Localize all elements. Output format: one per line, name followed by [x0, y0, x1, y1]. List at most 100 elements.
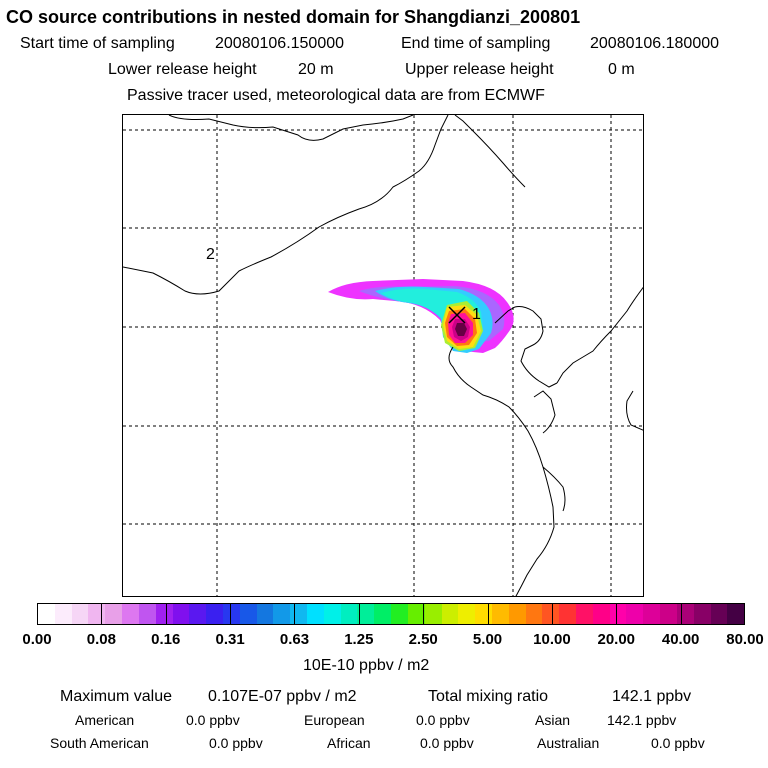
region-asian-label: Asian	[535, 712, 571, 728]
colorbar-tick-label: 5.00	[472, 631, 503, 648]
colorbar-cell	[475, 604, 492, 624]
colorbar-separator	[358, 603, 360, 625]
region-european-label: European	[304, 712, 365, 728]
map-canvas: 1 2	[123, 115, 643, 596]
colorbar-separator	[680, 603, 682, 625]
plume-layer-core	[455, 323, 467, 336]
colorbar-cell	[172, 604, 190, 624]
coastline-6	[556, 286, 643, 384]
colorbar-cell	[138, 604, 156, 624]
colorbar-cell	[374, 604, 392, 624]
colorbar-cell	[88, 604, 106, 624]
colorbar-cell	[71, 604, 89, 624]
coastline-5	[494, 306, 558, 388]
colorbar-cell	[54, 604, 72, 624]
maximum-value: 0.107E-07 ppbv / m2	[208, 688, 357, 705]
colorbar-cell	[710, 604, 728, 624]
colorbar-cell	[424, 604, 442, 624]
colorbar-cell	[105, 604, 123, 624]
colorbar-separator	[487, 603, 489, 625]
colorbar-cell	[508, 604, 526, 624]
colorbar-tick-label: 0.63	[279, 631, 310, 648]
colorbar	[37, 603, 745, 625]
colorbar-cell	[491, 604, 509, 624]
colorbar-cell	[222, 604, 240, 624]
colorbar-separator	[294, 603, 296, 625]
region-american-value: 0.0 ppbv	[186, 712, 240, 728]
colorbar-separator	[101, 603, 103, 625]
region-european-value: 0.0 ppbv	[416, 712, 470, 728]
colorbar-cell	[458, 604, 476, 624]
colorbar-separator	[230, 603, 232, 625]
colorbar-cell	[290, 604, 307, 624]
receptor-label: 1	[472, 306, 481, 323]
colorbar-cell	[391, 604, 408, 624]
plume-footprint	[328, 279, 514, 353]
region-south-american-value: 0.0 ppbv	[209, 735, 263, 751]
coastline-2	[123, 115, 449, 295]
region-american-label: American	[75, 712, 135, 728]
colorbar-cell	[542, 604, 560, 624]
colorbar-cell	[693, 604, 711, 624]
start-time-value: 20080106.150000	[215, 35, 345, 52]
coastline-4	[448, 346, 555, 596]
colorbar-cell	[643, 604, 661, 624]
colorbar-separator	[423, 603, 425, 625]
colorbar-tick-label: 1.25	[344, 631, 374, 648]
colorbar-cell	[38, 604, 55, 624]
end-time-label: End time of sampling	[401, 35, 551, 52]
start-time-label: Start time of sampling	[20, 35, 175, 52]
region-south-american-label: South American	[50, 735, 149, 751]
colorbar-cell	[559, 604, 576, 624]
colorbar-tick-label: 2.50	[408, 631, 438, 648]
lower-release-value: 20 m	[298, 61, 334, 78]
colorbar-cell	[660, 604, 677, 624]
region-asian-value: 142.1 ppbv	[607, 712, 677, 728]
secondary-marker-label: 2	[206, 246, 215, 263]
map-title: CO source contributions in nested domain…	[6, 7, 581, 27]
colorbar-separator	[551, 603, 553, 625]
colorbar-cell	[273, 604, 291, 624]
colorbar-cell	[340, 604, 358, 624]
receptor-marker: 1	[448, 306, 481, 324]
colorbar-cell	[592, 604, 610, 624]
coastline-7	[533, 390, 556, 434]
colorbar-cell	[122, 604, 139, 624]
colorbar-tick-label: 0.31	[215, 631, 245, 648]
tracer-note: Passive tracer used, meteorological data…	[127, 87, 545, 104]
colorbar-cell	[727, 604, 745, 624]
end-time-value: 20080106.180000	[590, 35, 720, 52]
colorbar-unit-label: 10E-10 ppbv / m2	[303, 657, 430, 674]
colorbar-cell	[323, 604, 341, 624]
colorbar-tick-label: 80.00	[726, 631, 764, 648]
colorbar-separator	[165, 603, 167, 625]
coastline-9	[542, 466, 566, 512]
colorbar-tick-label: 0.00	[22, 631, 52, 648]
colorbar-separator	[616, 603, 618, 625]
region-african-value: 0.0 ppbv	[420, 735, 474, 751]
colorbar-cell	[525, 604, 543, 624]
total-mixing-ratio-value: 142.1 ppbv	[612, 688, 692, 705]
colorbar-cell	[357, 604, 375, 624]
colorbar-cell	[256, 604, 274, 624]
colorbar-cell	[626, 604, 644, 624]
coastline-1	[168, 115, 414, 141]
colorbar-cell	[609, 604, 627, 624]
colorbar-tick-label: 0.16	[151, 631, 181, 648]
total-mixing-ratio-label: Total mixing ratio	[428, 688, 549, 705]
colorbar-tick-label: 40.00	[661, 631, 700, 648]
graticule	[123, 115, 643, 596]
maximum-value-label: Maximum value	[60, 688, 173, 705]
colorbar-cell	[307, 604, 324, 624]
colorbar-tick-label: 0.08	[86, 631, 116, 648]
coastline-3	[454, 115, 526, 188]
upper-release-value: 0 m	[608, 61, 635, 78]
coastlines-and-borders	[123, 115, 643, 596]
colorbar-cell	[239, 604, 257, 624]
coastline-8	[626, 390, 643, 431]
region-australian-label: Australian	[537, 735, 600, 751]
colorbar-cell	[155, 604, 173, 624]
upper-release-label: Upper release height	[405, 61, 554, 78]
colorbar-cell	[576, 604, 593, 624]
lower-release-label: Lower release height	[108, 61, 257, 78]
